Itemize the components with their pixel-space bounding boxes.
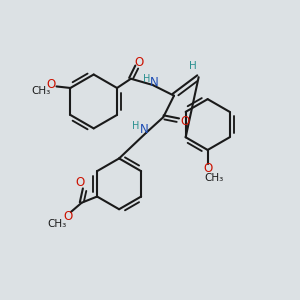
Text: CH₃: CH₃ [204,173,224,183]
Text: H: H [142,74,150,84]
Text: O: O [63,210,73,223]
Text: CH₃: CH₃ [32,86,51,96]
Text: N: N [150,76,158,89]
Text: CH₃: CH₃ [47,219,67,229]
Text: O: O [180,116,189,128]
Text: O: O [203,162,212,175]
Text: O: O [135,56,144,69]
Text: H: H [132,122,139,131]
Text: O: O [46,78,56,92]
Text: H: H [189,61,196,71]
Text: O: O [76,176,85,189]
Text: N: N [140,123,149,136]
